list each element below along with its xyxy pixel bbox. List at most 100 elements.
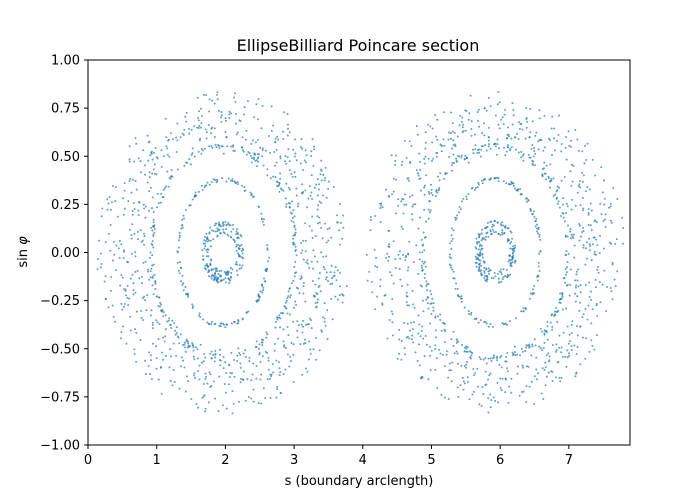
scatter-point — [307, 323, 310, 326]
scatter-point — [556, 202, 559, 205]
scatter-point — [478, 125, 481, 128]
scatter-point — [551, 370, 554, 373]
scatter-point — [506, 133, 509, 136]
scatter-point — [233, 359, 236, 362]
scatter-point — [294, 245, 297, 248]
scatter-point — [338, 271, 341, 274]
scatter-point — [438, 179, 441, 182]
scatter-point — [171, 384, 174, 387]
scatter-point — [587, 304, 590, 307]
scatter-point — [581, 316, 584, 319]
scatter-point — [179, 136, 182, 139]
scatter-point — [219, 274, 222, 277]
scatter-point — [460, 364, 463, 367]
scatter-point — [302, 239, 305, 242]
scatter-point — [278, 367, 281, 370]
scatter-point — [134, 180, 137, 183]
scatter-point — [414, 351, 417, 354]
scatter-point — [312, 164, 315, 167]
scatter-point — [575, 270, 578, 273]
scatter-point — [535, 368, 538, 371]
scatter-point — [96, 258, 99, 261]
scatter-point — [440, 150, 443, 153]
scatter-point — [531, 343, 534, 346]
scatter-point — [488, 374, 491, 377]
scatter-point — [480, 264, 483, 267]
scatter-point — [228, 116, 231, 119]
scatter-point — [593, 220, 596, 223]
scatter-point — [497, 273, 500, 276]
scatter-point — [209, 226, 212, 229]
scatter-point — [574, 286, 577, 289]
scatter-point — [151, 254, 154, 257]
scatter-point — [418, 177, 421, 180]
scatter-point — [443, 322, 446, 325]
scatter-point — [458, 295, 461, 298]
scatter-point — [447, 376, 450, 379]
scatter-point — [521, 391, 524, 394]
scatter-point — [327, 187, 330, 190]
scatter-point — [299, 278, 302, 281]
scatter-point — [518, 394, 521, 397]
scatter-point — [524, 137, 527, 140]
scatter-point — [457, 154, 460, 157]
scatter-point — [485, 280, 488, 283]
scatter-point — [463, 306, 466, 309]
scatter-point — [162, 315, 165, 318]
scatter-point — [616, 198, 619, 201]
scatter-point — [147, 159, 150, 162]
scatter-point — [147, 268, 150, 271]
scatter-point — [134, 251, 137, 254]
scatter-point — [419, 335, 422, 338]
scatter-point — [408, 337, 411, 340]
scatter-point — [403, 203, 406, 206]
scatter-point — [261, 147, 264, 150]
scatter-point — [583, 162, 586, 165]
scatter-point — [394, 159, 397, 162]
scatter-point — [405, 295, 408, 298]
scatter-point — [474, 372, 477, 375]
scatter-point — [158, 305, 161, 308]
scatter-point — [255, 103, 258, 106]
scatter-point — [552, 177, 555, 180]
scatter-point — [391, 193, 394, 196]
scatter-point — [292, 320, 295, 323]
scatter-point — [428, 192, 431, 195]
scatter-point — [304, 239, 307, 242]
scatter-point — [450, 338, 453, 341]
scatter-point — [574, 375, 577, 378]
scatter-point — [315, 358, 318, 361]
scatter-point — [466, 360, 469, 363]
scatter-point — [422, 337, 425, 340]
scatter-point — [292, 148, 295, 151]
scatter-point — [191, 147, 194, 150]
scatter-point — [113, 253, 116, 256]
scatter-point — [380, 202, 383, 205]
scatter-point — [323, 320, 326, 323]
scatter-point — [534, 134, 537, 137]
scatter-point — [304, 161, 307, 164]
scatter-point — [483, 134, 486, 137]
scatter-point — [582, 174, 585, 177]
scatter-point — [320, 179, 323, 182]
scatter-point — [181, 226, 184, 229]
scatter-point — [508, 320, 511, 323]
scatter-point — [159, 301, 162, 304]
scatter-point — [472, 374, 475, 377]
scatter-point — [282, 130, 285, 133]
scatter-point — [103, 280, 106, 283]
scatter-point — [569, 170, 572, 173]
scatter-point — [533, 338, 536, 341]
scatter-point — [220, 110, 223, 113]
scatter-point — [153, 231, 156, 234]
scatter-point — [435, 152, 438, 155]
scatter-point — [376, 295, 379, 298]
scatter-point — [551, 325, 554, 328]
scatter-point — [417, 332, 420, 335]
scatter-point — [325, 255, 328, 258]
scatter-point — [334, 266, 337, 269]
scatter-point — [128, 145, 131, 148]
scatter-point — [485, 149, 488, 152]
scatter-point — [405, 291, 408, 294]
scatter-point — [278, 190, 281, 193]
